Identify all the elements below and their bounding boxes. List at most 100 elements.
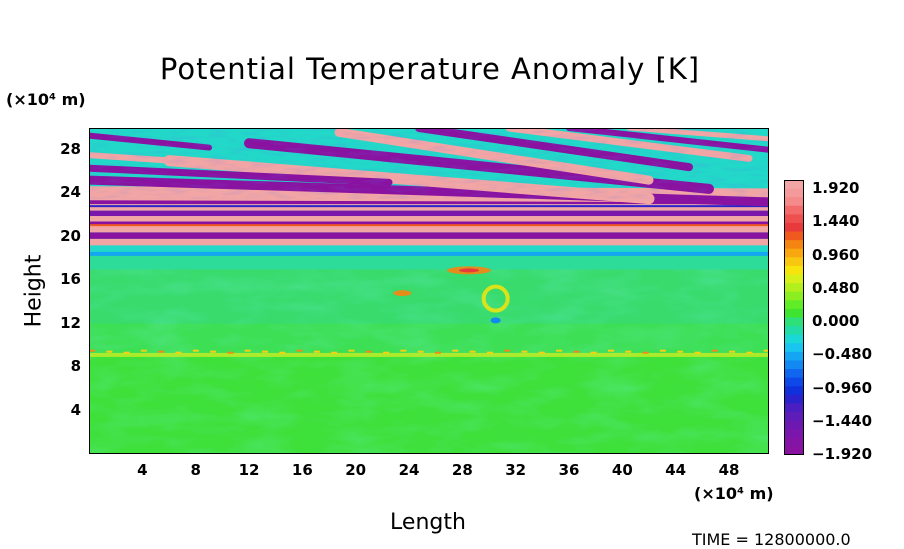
colorbar-label: −0.480	[812, 345, 873, 364]
field-speck	[711, 349, 718, 352]
field-band-edge	[89, 205, 769, 208]
colorbar-swatch	[784, 343, 804, 353]
x-tick-label: 32	[505, 461, 527, 479]
colorbar-swatch	[784, 317, 804, 327]
colorbar-swatch	[784, 283, 804, 293]
y-tick-label: 8	[70, 357, 81, 376]
field-speck	[659, 349, 666, 352]
x-tick-label: 12	[238, 461, 260, 479]
field-speck	[729, 350, 736, 353]
field-band	[89, 225, 769, 233]
field-band	[89, 210, 769, 217]
field-speck	[746, 351, 753, 354]
field-speck	[625, 350, 632, 353]
field-speck	[521, 350, 528, 353]
field-speck	[452, 349, 459, 352]
colorbar-label: 0.960	[812, 245, 860, 264]
colorbar-swatch	[784, 180, 804, 189]
colorbar-swatch	[784, 231, 804, 241]
colorbar-swatch	[784, 248, 804, 258]
heatmap-bands	[82, 124, 776, 454]
y-axis-label: Height	[21, 254, 47, 328]
colorbar-frame	[784, 180, 804, 455]
plot-area	[82, 124, 776, 454]
y-tick-label: 4	[70, 400, 81, 419]
field-speck	[192, 349, 199, 352]
field-speck	[106, 350, 113, 353]
field-speck	[590, 351, 597, 354]
colorbar-swatch	[784, 334, 804, 344]
field-speck	[313, 350, 320, 353]
y-tick-label: 28	[60, 139, 81, 158]
field-upper-texture	[89, 128, 769, 199]
field-speck	[175, 351, 182, 354]
field-band	[89, 232, 769, 239]
x-tick-label: 4	[137, 461, 148, 479]
colorbar-swatch	[784, 326, 804, 336]
field-blob-ring	[481, 284, 510, 313]
field-speck	[262, 350, 268, 353]
colorbar-label: −1.920	[812, 445, 873, 463]
field-speck	[210, 350, 217, 353]
colorbar-label: 1.440	[812, 212, 860, 231]
x-tick-label: 16	[291, 461, 313, 479]
colorbar-swatch	[784, 240, 804, 250]
colorbar-label: 0.480	[812, 278, 860, 297]
colorbar-swatch	[784, 214, 804, 224]
field-speck	[365, 350, 372, 353]
colorbar-swatch	[784, 205, 804, 215]
field-band-9km	[89, 352, 769, 357]
y-tick-label: 20	[60, 226, 81, 245]
y-tick-label: 24	[60, 183, 81, 202]
colorbar-swatch	[784, 412, 804, 422]
field-band-edge	[89, 224, 769, 227]
time-label: TIME = 12800000.0	[692, 530, 851, 549]
y-tick-label: 16	[60, 270, 81, 289]
field-speck	[123, 351, 130, 354]
field-speck	[89, 349, 95, 352]
x-tick-label: 24	[398, 461, 420, 479]
field-speck	[435, 351, 441, 354]
colorbar-swatch	[784, 300, 804, 310]
field-band	[89, 221, 769, 226]
colorbar-swatch	[784, 437, 804, 447]
field-blob-cool	[490, 317, 501, 324]
colorbar-swatch	[784, 377, 804, 387]
colorbar-swatch	[784, 386, 804, 396]
field-speck	[694, 351, 701, 354]
x-tick-label: 8	[190, 461, 201, 479]
field-speck	[140, 349, 147, 352]
field-speck	[608, 349, 614, 352]
field-speck	[348, 349, 355, 352]
x-tick-label: 40	[611, 461, 633, 479]
field-speck	[227, 351, 234, 354]
x-tick-label: 44	[665, 461, 687, 479]
x-axis-unit: (×10⁴ m)	[694, 484, 774, 503]
colorbar-swatch	[784, 257, 804, 267]
field-speck	[486, 351, 493, 354]
field-band	[89, 216, 769, 222]
x-axis-label: Length	[390, 510, 466, 535]
y-axis-unit: (×10⁴ m)	[6, 90, 86, 109]
field-speck	[417, 350, 424, 353]
field-speck	[158, 350, 165, 353]
field-speck	[383, 351, 390, 354]
x-tick-label: 48	[718, 461, 740, 479]
x-tick-label: 28	[451, 461, 473, 479]
field-blue-line	[89, 251, 769, 256]
colorbar-label: 1.920	[812, 179, 860, 197]
colorbar-swatch	[784, 446, 804, 456]
colorbar-swatch	[784, 188, 804, 198]
field-speck	[469, 350, 476, 353]
field-speck	[331, 351, 338, 354]
field-upper-transition	[89, 251, 769, 270]
colorbar-swatch	[784, 420, 804, 430]
colorbar-swatch	[784, 394, 804, 404]
x-tick-label: 20	[345, 461, 367, 479]
field-speck	[642, 351, 649, 354]
colorbar-swatch	[784, 265, 804, 275]
colorbar-label: −1.440	[812, 411, 873, 430]
field-speck	[296, 349, 303, 352]
colorbar-swatch	[784, 429, 804, 439]
colorbar-swatch	[784, 291, 804, 301]
